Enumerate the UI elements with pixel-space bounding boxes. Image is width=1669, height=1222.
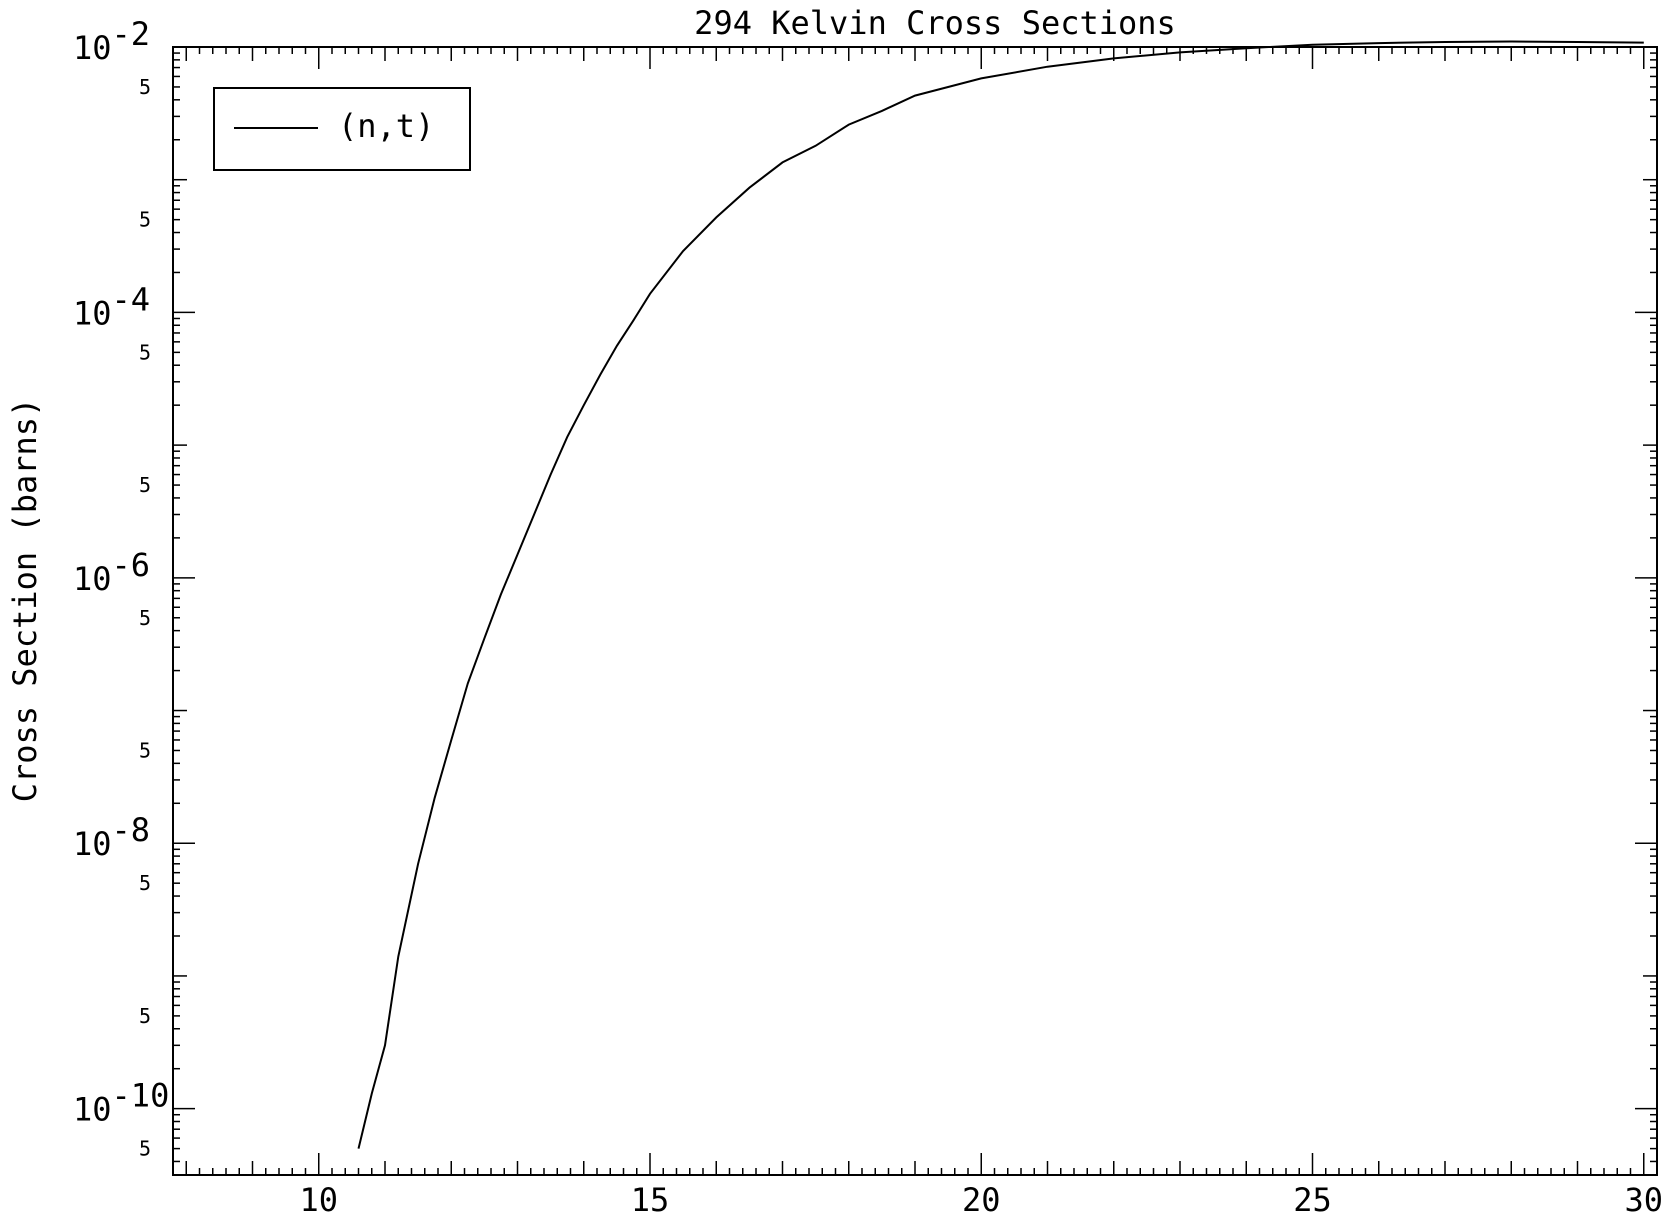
x-tick-label: 15 xyxy=(631,1181,670,1217)
y-tick-label: 10-6 xyxy=(73,546,150,598)
y-minor-tick-label: 5 xyxy=(139,1004,151,1028)
y-minor-tick-label: 5 xyxy=(139,1137,151,1161)
y-tick-label: 10-4 xyxy=(73,280,150,332)
legend: (n,t) xyxy=(213,87,471,171)
y-tick-label: 10-2 xyxy=(73,15,150,67)
y-minor-tick-label: 5 xyxy=(139,208,151,232)
y-axis-label: Cross Section (barns) xyxy=(6,398,44,803)
y-minor-tick-label: 5 xyxy=(139,871,151,895)
tick-labels: 10 15 20 25 30 5 5 5 5 5 5 5 5 5 10-2 10-4 10-6 10-8 10-10 xyxy=(73,15,1663,1219)
plot-area-frame xyxy=(172,46,1658,1176)
chart-title: 294 Kelvin Cross Sections xyxy=(694,4,1176,42)
axis-ticks xyxy=(172,46,1658,1175)
series-line-n-t xyxy=(357,40,1644,1149)
x-tick-label: 30 xyxy=(1624,1181,1663,1217)
y-minor-tick-label: 5 xyxy=(139,340,151,364)
x-tick-label: 20 xyxy=(962,1181,1001,1217)
x-tick-label: 10 xyxy=(299,1181,338,1217)
y-minor-tick-label: 5 xyxy=(139,75,151,99)
y-tick-label: 10-10 xyxy=(73,1077,169,1129)
y-minor-tick-label: 5 xyxy=(139,473,151,497)
x-tick-label: 25 xyxy=(1293,1181,1332,1217)
y-minor-tick-label: 5 xyxy=(139,606,151,630)
legend-entry-label: (n,t) xyxy=(338,107,434,145)
y-minor-tick-label: 5 xyxy=(139,738,151,762)
y-tick-label: 10-8 xyxy=(73,811,150,863)
